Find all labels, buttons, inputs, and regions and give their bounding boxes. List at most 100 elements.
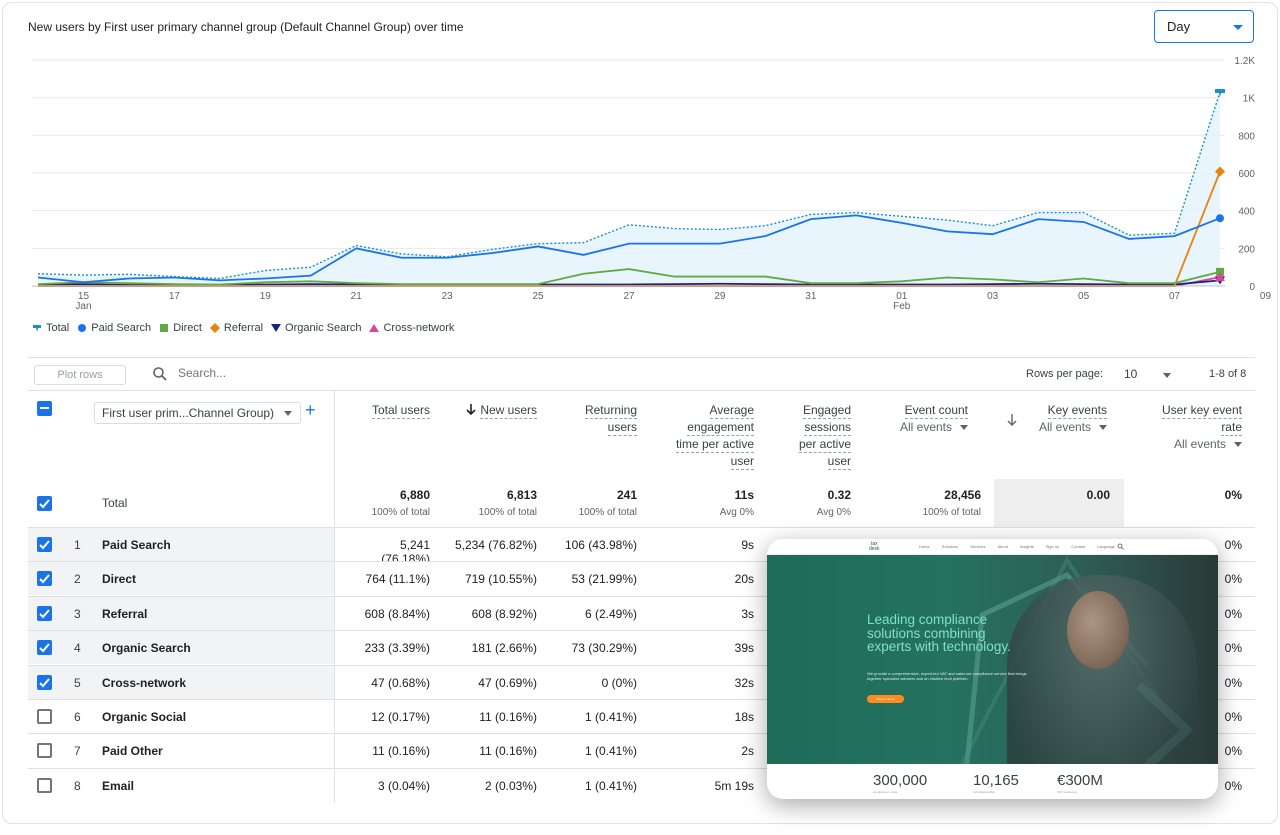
row-returning: 1 (0.41%) bbox=[584, 710, 637, 724]
series-line-total bbox=[37, 91, 1221, 280]
table-toolbar: Plot rows Rows per page: 10 1-8 of 8 bbox=[28, 357, 1255, 391]
website-preview-overlay: tax desk Home Solutions Services About Insigh… bbox=[767, 539, 1218, 799]
legend-label: Direct bbox=[173, 322, 202, 334]
total-returning-sub: 100% of total bbox=[578, 507, 637, 518]
preview-stat-2: 10,165 bbox=[973, 772, 1019, 789]
legend-label: Referral bbox=[223, 322, 264, 334]
row-ukr: 0% bbox=[1224, 778, 1242, 793]
preview-description: We provide a comprehensive, expert-led V… bbox=[867, 671, 1027, 681]
total-avg-engagement: 11s bbox=[734, 488, 754, 502]
select-all-checkbox[interactable] bbox=[37, 401, 52, 416]
chevron-down-icon bbox=[284, 411, 292, 416]
preview-stat-1: 300,000 bbox=[873, 772, 928, 789]
dimension-select[interactable]: First user prim...Channel Group) bbox=[94, 402, 301, 424]
row-checkbox[interactable] bbox=[37, 571, 52, 587]
y-tick-label: 1K bbox=[1243, 94, 1256, 105]
preview-cta-button: Book a demo bbox=[867, 695, 904, 703]
sort-desc-icon bbox=[466, 404, 476, 416]
total-row-checkbox[interactable] bbox=[37, 496, 52, 511]
row-checkbox[interactable] bbox=[37, 709, 52, 724]
legend-item-referral[interactable]: Referral bbox=[209, 322, 264, 334]
row-returning: 106 (43.98%) bbox=[564, 538, 637, 552]
row-ukr: 0% bbox=[1224, 641, 1242, 656]
header-user-key-event-rate[interactable]: User key event rate All events bbox=[1138, 402, 1242, 453]
dimension-select-value: First user prim...Channel Group) bbox=[102, 406, 275, 420]
search-icon bbox=[153, 367, 167, 381]
chevron-down-icon bbox=[1099, 425, 1107, 431]
legend-label: Paid Search bbox=[91, 322, 152, 334]
x-tick-label: 23 bbox=[442, 291, 454, 302]
key-events-total-highlight bbox=[994, 479, 1124, 527]
rows-per-page-label: Rows per page: bbox=[1026, 368, 1104, 380]
table-row[interactable]: 8 Email 3 (0.04%) 2 (0.03%) 1 (0.41%) 5m 19s 0… bbox=[28, 767, 1255, 803]
total-point-marker bbox=[1215, 89, 1225, 98]
column-divider bbox=[334, 768, 335, 803]
header-total-users[interactable]: Total users bbox=[371, 403, 430, 419]
user-key-event-rate-filter[interactable]: All events bbox=[1138, 436, 1242, 453]
row-checkbox[interactable] bbox=[37, 777, 52, 793]
row-channel-name: Paid Other bbox=[102, 744, 163, 759]
row-channel-name: Organic Social bbox=[102, 710, 187, 724]
total-engaged-sessions: 0.32 bbox=[827, 488, 851, 502]
rows-per-page-select[interactable]: 10 bbox=[1124, 367, 1138, 381]
row-checkbox[interactable] bbox=[37, 674, 52, 690]
direct-point-marker bbox=[1216, 267, 1224, 276]
plot-rows-button[interactable]: Plot rows bbox=[34, 365, 126, 385]
column-divider bbox=[334, 665, 335, 700]
legend-item-paid-search[interactable]: Paid Search bbox=[77, 322, 151, 334]
line-chart: 1.2K 1K 800 600 400 200 0 15 17 19 21 23 25 27 29 31 01 0… bbox=[32, 56, 1271, 312]
x-tick-label: 31 bbox=[805, 291, 817, 302]
row-checkbox[interactable] bbox=[37, 605, 52, 621]
header-new-users[interactable]: New users bbox=[448, 402, 537, 419]
legend-item-organic-search[interactable]: Organic Search bbox=[271, 322, 361, 334]
row-avg-eng: 9s bbox=[741, 538, 754, 552]
chevron-down-icon[interactable] bbox=[1163, 373, 1171, 378]
total-total-users: 6,880 bbox=[399, 488, 430, 502]
preview-nav-item: Home bbox=[919, 544, 930, 549]
row-channel-name: Paid Search bbox=[102, 538, 171, 552]
event-count-filter[interactable]: All events bbox=[878, 419, 968, 436]
legend-item-total[interactable]: Total bbox=[32, 322, 69, 334]
legend-item-cross-network[interactable]: Cross-network bbox=[369, 322, 454, 334]
header-key-events[interactable]: Key events All events bbox=[1023, 402, 1107, 436]
preview-navbar: tax desk Home Solutions Services About Insigh… bbox=[767, 539, 1218, 555]
row-avg-eng: 32s bbox=[734, 675, 754, 690]
x-tick-label: 29 bbox=[714, 291, 726, 302]
header-avg-engagement[interactable]: Average engagement time per active user bbox=[675, 403, 754, 470]
preview-logo: tax desk bbox=[869, 541, 880, 552]
row-channel-name: Cross-network bbox=[102, 675, 187, 690]
y-tick-label: 1.2K bbox=[1234, 56, 1255, 67]
header-returning-users[interactable]: Returning users bbox=[584, 403, 637, 436]
y-tick-label: 0 bbox=[1249, 282, 1255, 293]
preview-nav-items: Home Solutions Services About Insights Sign u… bbox=[919, 544, 1115, 549]
sort-arrow-icon[interactable] bbox=[1007, 414, 1017, 426]
total-returning: 241 bbox=[616, 488, 637, 502]
header-engaged-sessions[interactable]: Engaged sessions per active user bbox=[798, 403, 851, 470]
preview-stats: 300,000 companies in data 10,165 submiss… bbox=[767, 764, 1218, 799]
total-event-count-sub: 100% of total bbox=[922, 507, 981, 518]
period-select[interactable]: Day bbox=[1154, 10, 1254, 43]
x-tick-label: 17 bbox=[169, 291, 181, 302]
header-event-count[interactable]: Event count All events bbox=[878, 402, 968, 436]
table-row[interactable]: 7 Paid Other 11 (0.16%) 11 (0.16%) 1 (0.41%)… bbox=[28, 733, 1255, 769]
search-input[interactable] bbox=[178, 366, 478, 380]
preview-nav-item: Solutions bbox=[941, 544, 959, 549]
row-total-users: 233 (3.39%) bbox=[364, 641, 430, 656]
legend-item-direct[interactable]: Direct bbox=[159, 322, 202, 334]
row-index: 2 bbox=[74, 572, 81, 587]
row-avg-eng: 20s bbox=[734, 572, 754, 587]
total-new-users-sub: 100% of total bbox=[478, 507, 537, 518]
table-row[interactable]: 6 Organic Social 12 (0.17%) 11 (0.16%) 1 (0.… bbox=[28, 699, 1255, 734]
column-divider bbox=[334, 596, 335, 631]
row-checkbox[interactable] bbox=[37, 537, 52, 552]
legend-label: Cross-network bbox=[383, 322, 455, 334]
row-checkbox[interactable] bbox=[37, 743, 52, 759]
key-events-filter[interactable]: All events bbox=[1023, 419, 1107, 436]
row-returning: 6 (2.49%) bbox=[584, 606, 637, 621]
row-channel-name: Organic Search bbox=[102, 641, 191, 656]
x-tick-label: 25 bbox=[533, 291, 545, 302]
row-index: 6 bbox=[74, 710, 81, 724]
x-tick-label: 03 bbox=[987, 291, 999, 302]
add-dimension-button[interactable]: + bbox=[305, 400, 316, 420]
row-checkbox[interactable] bbox=[37, 640, 52, 656]
